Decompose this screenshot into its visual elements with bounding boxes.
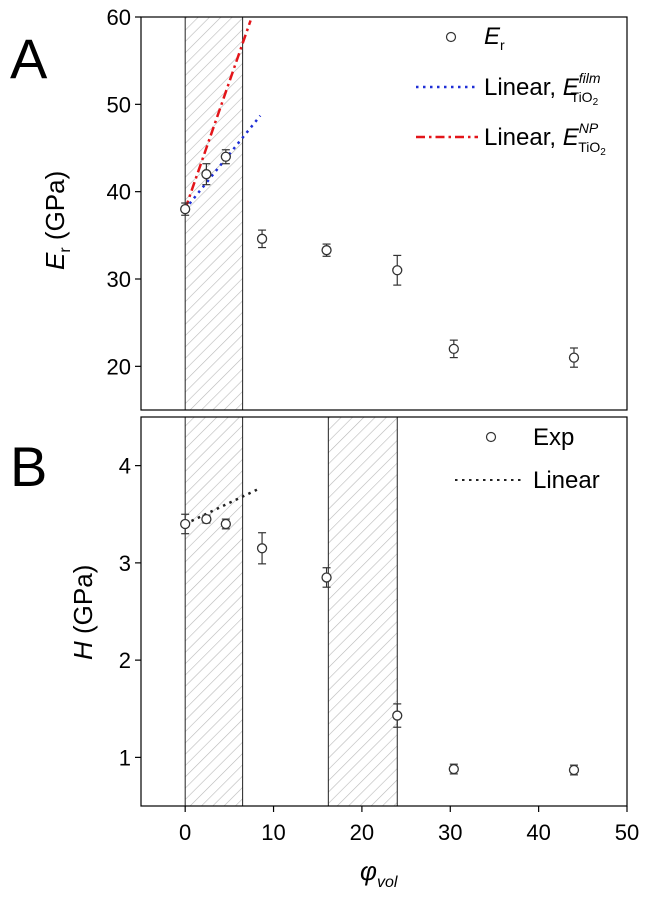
panel-b-data-points bbox=[180, 513, 580, 776]
data-point bbox=[256, 532, 268, 565]
data-point bbox=[392, 703, 403, 728]
data-point bbox=[220, 149, 231, 165]
panel-b-shaded-regions bbox=[184, 416, 398, 807]
panel-b-shaded-region-1 bbox=[184, 416, 244, 807]
panel-a-data-points bbox=[180, 149, 580, 368]
legend-label-exp: Exp bbox=[533, 424, 574, 451]
data-point bbox=[180, 513, 191, 535]
panel-a-fit-line-1 bbox=[184, 114, 262, 210]
panel-b-legend: Exp Linear bbox=[455, 424, 600, 494]
panel-b-y-ticks: 1 2 3 4 bbox=[119, 454, 141, 770]
x-axis-label: φvol bbox=[360, 856, 398, 891]
legend-marker-exp bbox=[485, 431, 497, 443]
data-marker bbox=[321, 572, 332, 583]
data-marker bbox=[180, 203, 191, 215]
data-marker bbox=[220, 151, 231, 162]
data-marker bbox=[568, 352, 580, 363]
data-point bbox=[256, 229, 268, 249]
data-point bbox=[321, 567, 332, 588]
data-point bbox=[392, 254, 403, 286]
panel-a-fit-lines bbox=[184, 20, 262, 210]
panel-a-y-tick-label: 60 bbox=[107, 5, 131, 30]
data-marker bbox=[568, 764, 580, 776]
panel-a-frame bbox=[140, 16, 628, 411]
legend-marker-er bbox=[445, 31, 457, 43]
panel-b-y-tick-label: 4 bbox=[119, 454, 131, 479]
panel-b-x-ticks: 0 10 20 30 40 50 bbox=[179, 806, 639, 845]
panel-a-y-ticks: 20 30 40 50 60 bbox=[107, 5, 141, 379]
data-marker bbox=[321, 245, 332, 256]
data-point bbox=[568, 347, 580, 368]
panel-b: 1 2 3 4 0 10 20 30 40 50 B H (GPa) φvol Exp Line… bbox=[10, 416, 639, 891]
panel-a-y-tick-label: 50 bbox=[107, 92, 131, 117]
panel-a: 20 30 40 50 60 A Er (GPa) Er Linear, Efilm Ti… bbox=[10, 5, 628, 411]
legend-label-er: Er bbox=[484, 23, 505, 53]
panel-a-shaded-regions bbox=[184, 16, 244, 411]
x-tick-label: 0 bbox=[179, 820, 191, 845]
data-marker bbox=[448, 343, 459, 355]
panel-a-y-axis-label: Er (GPa) bbox=[40, 171, 74, 270]
data-point bbox=[448, 339, 459, 359]
data-point bbox=[321, 243, 332, 257]
data-marker bbox=[180, 518, 191, 530]
legend-label-np: Linear, ENP TiO2 bbox=[484, 120, 606, 158]
data-point bbox=[180, 202, 191, 216]
data-point bbox=[201, 163, 212, 186]
x-tick-label: 40 bbox=[526, 820, 550, 845]
legend-label-film: Linear, Efilm TiO2 bbox=[484, 70, 601, 108]
x-tick-label: 10 bbox=[261, 820, 285, 845]
data-marker bbox=[201, 513, 212, 525]
data-marker bbox=[201, 169, 212, 180]
data-marker bbox=[392, 710, 403, 721]
panel-b-y-tick-label: 2 bbox=[119, 648, 131, 673]
data-marker bbox=[220, 518, 231, 530]
panel-a-letter: A bbox=[10, 27, 48, 90]
panel-a-y-tick-label: 20 bbox=[107, 354, 131, 379]
panel-a-fit-line-2 bbox=[184, 20, 252, 210]
panel-b-y-tick-label: 1 bbox=[119, 745, 131, 770]
data-point bbox=[448, 763, 459, 775]
panel-b-letter: B bbox=[10, 435, 47, 498]
panel-a-shaded-region-1 bbox=[184, 16, 244, 411]
data-marker bbox=[448, 763, 459, 775]
data-marker bbox=[392, 265, 403, 276]
x-tick-label: 50 bbox=[615, 820, 639, 845]
data-marker bbox=[256, 233, 268, 244]
data-marker bbox=[256, 543, 268, 554]
legend-label-linear: Linear bbox=[533, 467, 600, 494]
x-tick-label: 20 bbox=[350, 820, 374, 845]
data-point bbox=[568, 764, 580, 776]
data-point bbox=[201, 513, 212, 525]
panel-b-y-axis-label: H (GPa) bbox=[68, 565, 98, 660]
x-tick-label: 30 bbox=[438, 820, 462, 845]
panel-b-frame bbox=[140, 416, 628, 807]
panel-b-y-tick-label: 3 bbox=[119, 551, 131, 576]
panel-b-shaded-region-2 bbox=[327, 416, 398, 807]
data-point bbox=[220, 518, 231, 530]
panel-a-legend: Er Linear, Efilm TiO2 Linear, ENP TiO2 bbox=[416, 23, 606, 158]
panel-a-y-tick-label: 40 bbox=[107, 180, 131, 205]
panel-a-y-tick-label: 30 bbox=[107, 267, 131, 292]
